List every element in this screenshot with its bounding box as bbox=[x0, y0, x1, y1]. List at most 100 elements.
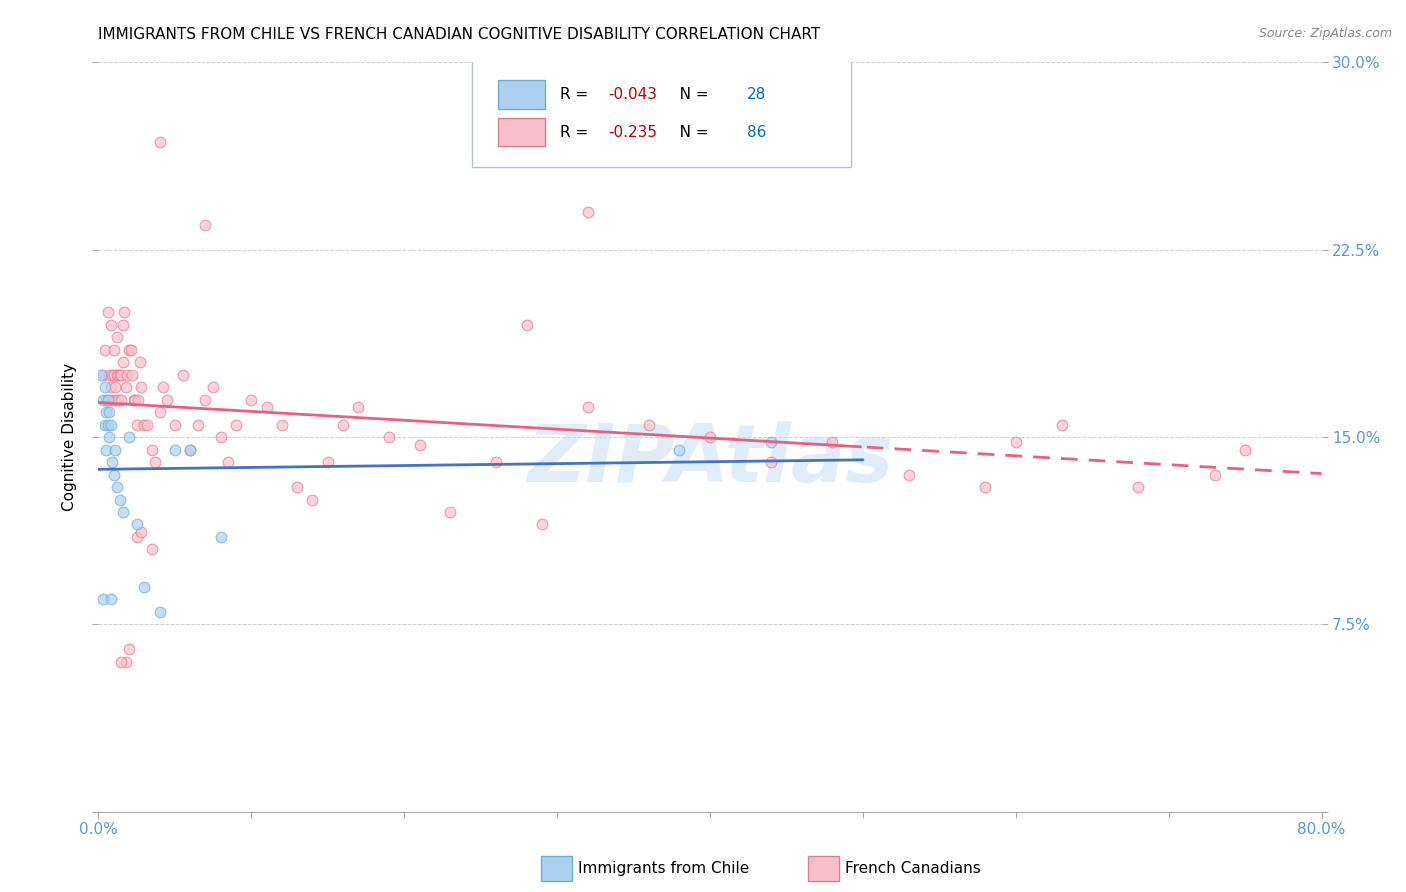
Point bbox=[1234, 442, 1257, 457]
Point bbox=[163, 442, 186, 457]
Point bbox=[105, 330, 128, 344]
Point bbox=[98, 430, 121, 444]
Point bbox=[576, 205, 599, 219]
Point bbox=[332, 417, 354, 432]
Point bbox=[104, 380, 127, 394]
Point bbox=[98, 368, 121, 382]
Point bbox=[128, 355, 150, 369]
Point bbox=[897, 467, 920, 482]
Point bbox=[122, 392, 145, 407]
Point bbox=[91, 392, 114, 407]
Point bbox=[1128, 480, 1150, 494]
Point bbox=[136, 417, 159, 432]
Text: IMMIGRANTS FROM CHILE VS FRENCH CANADIAN COGNITIVE DISABILITY CORRELATION CHART: IMMIGRANTS FROM CHILE VS FRENCH CANADIAN… bbox=[98, 27, 821, 42]
Point bbox=[439, 505, 461, 519]
Text: Immigrants from Chile: Immigrants from Chile bbox=[578, 862, 749, 876]
Text: R =: R = bbox=[560, 125, 593, 140]
Point bbox=[194, 392, 217, 407]
Point bbox=[100, 417, 122, 432]
Point bbox=[104, 442, 127, 457]
Point bbox=[91, 592, 114, 607]
Point bbox=[111, 355, 134, 369]
Point bbox=[301, 492, 323, 507]
Point bbox=[97, 305, 120, 319]
Point bbox=[530, 517, 553, 532]
Point bbox=[408, 437, 430, 451]
Point bbox=[93, 417, 115, 432]
Point bbox=[118, 343, 141, 357]
Point bbox=[152, 380, 174, 394]
Point bbox=[163, 417, 186, 432]
Text: ZIPAtlas: ZIPAtlas bbox=[527, 420, 893, 499]
Point bbox=[1204, 467, 1226, 482]
Point bbox=[156, 392, 179, 407]
Point bbox=[974, 480, 997, 494]
Point bbox=[129, 380, 152, 394]
Text: N =: N = bbox=[665, 125, 713, 140]
Point bbox=[240, 392, 263, 407]
Point bbox=[115, 380, 138, 394]
Point bbox=[194, 218, 217, 232]
Point bbox=[209, 530, 232, 544]
Point bbox=[118, 642, 141, 657]
Point bbox=[485, 455, 508, 469]
Point bbox=[111, 318, 134, 332]
Point bbox=[179, 442, 201, 457]
Text: N =: N = bbox=[665, 87, 713, 103]
Text: R =: R = bbox=[560, 87, 593, 103]
Point bbox=[110, 368, 132, 382]
Point bbox=[759, 435, 782, 450]
FancyBboxPatch shape bbox=[471, 59, 851, 168]
Point bbox=[516, 318, 538, 332]
Point bbox=[112, 305, 135, 319]
Y-axis label: Cognitive Disability: Cognitive Disability bbox=[62, 363, 77, 511]
Text: 28: 28 bbox=[747, 87, 766, 103]
Point bbox=[316, 455, 339, 469]
Point bbox=[225, 417, 247, 432]
Point bbox=[217, 455, 239, 469]
Point bbox=[105, 480, 128, 494]
Point bbox=[111, 505, 134, 519]
Point bbox=[270, 417, 292, 432]
Point bbox=[202, 380, 225, 394]
Point bbox=[187, 417, 209, 432]
Point bbox=[141, 542, 163, 557]
Point bbox=[209, 430, 232, 444]
Point bbox=[100, 592, 122, 607]
Text: -0.235: -0.235 bbox=[609, 125, 658, 140]
Point bbox=[108, 492, 131, 507]
Point bbox=[149, 605, 172, 619]
Point bbox=[101, 455, 124, 469]
Point bbox=[125, 417, 148, 432]
Point bbox=[127, 392, 149, 407]
Point bbox=[103, 343, 125, 357]
Point bbox=[378, 430, 401, 444]
Point bbox=[104, 392, 127, 407]
Point bbox=[94, 442, 117, 457]
Point bbox=[108, 368, 131, 382]
Point bbox=[637, 417, 661, 432]
Point bbox=[256, 400, 278, 414]
Point bbox=[100, 380, 122, 394]
Point bbox=[1050, 417, 1073, 432]
Point bbox=[141, 442, 163, 457]
Point bbox=[149, 136, 172, 150]
Point bbox=[98, 392, 121, 407]
Text: Source: ZipAtlas.com: Source: ZipAtlas.com bbox=[1258, 27, 1392, 40]
Point bbox=[134, 580, 156, 594]
Point bbox=[699, 430, 721, 444]
Point bbox=[149, 405, 172, 419]
Text: -0.043: -0.043 bbox=[609, 87, 658, 103]
Point bbox=[143, 455, 166, 469]
Point bbox=[107, 392, 129, 407]
Point bbox=[94, 392, 117, 407]
Point bbox=[103, 467, 125, 482]
Point bbox=[97, 392, 120, 407]
Point bbox=[105, 368, 128, 382]
Point bbox=[576, 400, 599, 414]
Point bbox=[94, 405, 117, 419]
Text: 86: 86 bbox=[747, 125, 766, 140]
Point bbox=[129, 524, 152, 539]
Point bbox=[134, 417, 156, 432]
Point bbox=[117, 368, 139, 382]
